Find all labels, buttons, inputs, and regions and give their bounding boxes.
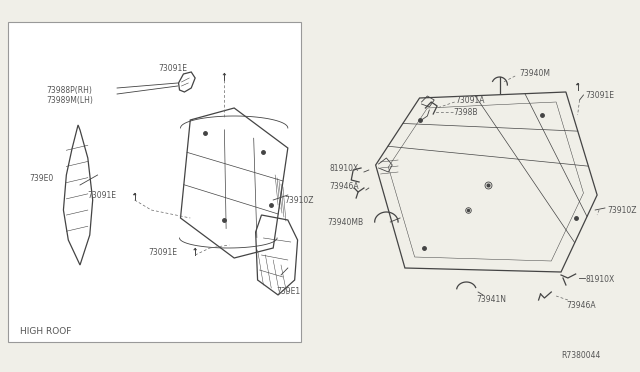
Text: 81910X: 81910X <box>586 276 614 285</box>
Text: 73091E: 73091E <box>158 64 187 73</box>
Polygon shape <box>133 193 136 195</box>
Bar <box>8 22 301 342</box>
Polygon shape <box>576 83 579 85</box>
Text: 73091A: 73091A <box>456 96 485 105</box>
Polygon shape <box>223 73 226 75</box>
Text: 7398B: 7398B <box>454 108 478 116</box>
Text: 73091E: 73091E <box>586 90 614 99</box>
Text: 73946A: 73946A <box>330 182 360 190</box>
Text: 73910Z: 73910Z <box>607 205 636 215</box>
Text: 73946A: 73946A <box>566 301 596 310</box>
Text: 73091E: 73091E <box>88 190 117 199</box>
Text: 739E0: 739E0 <box>29 173 54 183</box>
Text: 739E1: 739E1 <box>276 288 300 296</box>
Text: 73988P(RH): 73988P(RH) <box>46 86 92 94</box>
Text: 73989M(LH): 73989M(LH) <box>46 96 93 105</box>
Text: 81910X: 81910X <box>330 164 359 173</box>
Text: 73941N: 73941N <box>476 295 506 305</box>
Text: 73940M: 73940M <box>519 68 550 77</box>
Text: R7380044: R7380044 <box>561 352 600 360</box>
Polygon shape <box>193 248 196 250</box>
Text: 73910Z: 73910Z <box>284 196 314 205</box>
Text: 73091E: 73091E <box>148 247 177 257</box>
Text: HIGH ROOF: HIGH ROOF <box>19 327 71 337</box>
Text: 73940MB: 73940MB <box>327 218 363 227</box>
